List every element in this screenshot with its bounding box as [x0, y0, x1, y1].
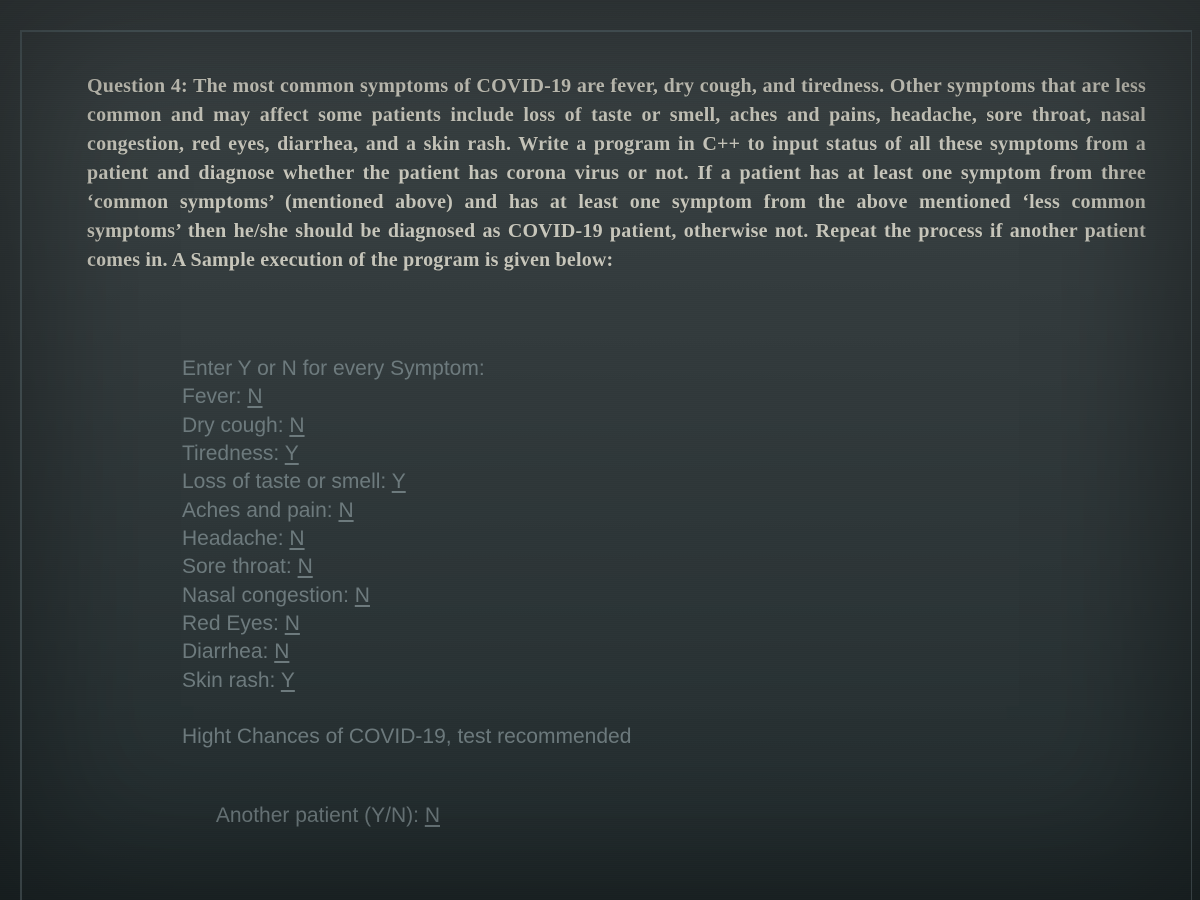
another-patient-answer: N — [425, 804, 440, 827]
symptom-label: Loss of taste or smell: — [182, 470, 386, 493]
symptom-label: Red Eyes: — [182, 612, 279, 635]
symptom-line: Diarrhea: N — [182, 638, 1146, 666]
symptom-label: Dry cough: — [182, 414, 284, 437]
symptom-answer: N — [289, 527, 304, 550]
symptom-label: Headache: — [182, 527, 284, 550]
symptom-answer: Y — [285, 442, 299, 465]
symptom-line: Tiredness: Y — [182, 440, 1146, 468]
question-label: Question 4: — [87, 75, 188, 97]
symptom-line: Skin rash: Y — [182, 667, 1146, 695]
symptom-answer: N — [355, 584, 370, 607]
question-panel: Question 4: The most common symptoms of … — [20, 30, 1192, 900]
another-patient-label: Another patient (Y/N): — [216, 804, 419, 827]
symptom-line: Sore throat: N — [182, 553, 1146, 581]
result-line: Hight Chances of COVID-19, test recommen… — [182, 723, 1146, 751]
symptom-label: Nasal congestion: — [182, 584, 349, 607]
symptom-label: Tiredness: — [182, 442, 279, 465]
symptom-answer: Y — [392, 470, 406, 493]
symptom-answer: N — [298, 555, 313, 578]
symptom-label: Sore throat: — [182, 555, 292, 578]
symptom-answer: Y — [281, 669, 295, 692]
symptom-label: Diarrhea: — [182, 640, 268, 663]
symptom-line: Red Eyes: N — [182, 610, 1146, 638]
symptom-line: Dry cough: N — [182, 412, 1146, 440]
sample-execution-block: Enter Y or N for every Symptom: Fever: N… — [182, 355, 1146, 859]
symptom-answer: N — [247, 385, 262, 408]
question-text: Question 4: The most common symptoms of … — [87, 72, 1146, 275]
symptom-line: Nasal congestion: N — [182, 582, 1146, 610]
symptom-list: Fever: NDry cough: NTiredness: YLoss of … — [182, 383, 1146, 695]
question-body: The most common symptoms of COVID-19 are… — [87, 75, 1146, 271]
symptom-line: Aches and pain: N — [182, 497, 1146, 525]
symptom-answer: N — [274, 640, 289, 663]
symptom-answer: N — [338, 499, 353, 522]
symptom-label: Fever: — [182, 385, 242, 408]
symptom-answer: N — [289, 414, 304, 437]
symptom-answer: N — [285, 612, 300, 635]
another-patient-line: Another patient (Y/N): N — [182, 773, 1146, 858]
symptom-line: Loss of taste or smell: Y — [182, 468, 1146, 496]
sample-header: Enter Y or N for every Symptom: — [182, 355, 1146, 383]
symptom-label: Skin rash: — [182, 669, 275, 692]
symptom-line: Headache: N — [182, 525, 1146, 553]
symptom-line: Fever: N — [182, 383, 1146, 411]
symptom-label: Aches and pain: — [182, 499, 333, 522]
